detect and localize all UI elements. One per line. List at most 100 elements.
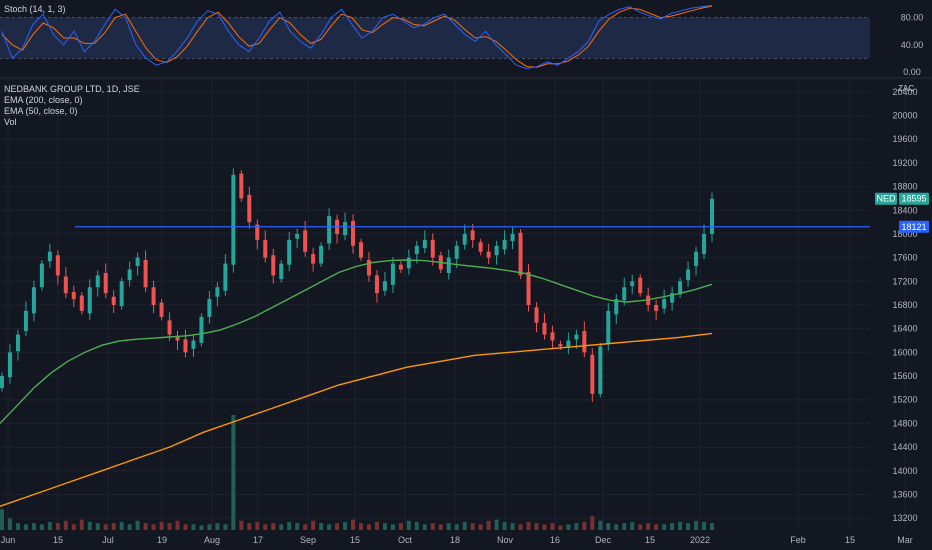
volume-bar <box>630 522 634 530</box>
candle-body <box>630 281 634 286</box>
volume-bar <box>88 522 92 530</box>
y-tick-label: 14000 <box>892 466 917 476</box>
candle-body <box>503 240 507 249</box>
candle-body <box>495 246 499 255</box>
stoch-tick-label: 80.00 <box>901 13 924 23</box>
y-tick-label: 13600 <box>892 489 917 499</box>
candle-body <box>96 275 100 287</box>
y-tick-label: 16000 <box>892 347 917 357</box>
candle-body <box>239 174 243 199</box>
volume-bar <box>223 524 227 530</box>
volume-bar <box>487 521 491 530</box>
volume-bar <box>463 522 467 530</box>
volume-bar <box>311 521 315 530</box>
volume-bar <box>654 524 658 530</box>
candle-body <box>638 278 642 293</box>
candle-body <box>447 258 451 273</box>
candle-body <box>574 335 578 340</box>
candle-body <box>303 230 307 251</box>
stoch-tick-label: 0.00 <box>903 67 921 77</box>
volume-bar <box>646 523 650 530</box>
candle-body <box>367 260 371 275</box>
volume-bar <box>455 524 459 530</box>
volume-bar <box>136 521 140 530</box>
volume-bar <box>152 524 156 530</box>
volume-bar <box>128 524 132 530</box>
volume-bar <box>191 524 195 530</box>
candle-body <box>327 216 331 243</box>
volume-bar <box>263 524 267 530</box>
volume-bar <box>56 523 60 530</box>
candle-body <box>207 299 211 317</box>
volume-bar <box>702 522 706 530</box>
volume-bar <box>566 524 570 530</box>
volume-bar <box>32 523 36 530</box>
candle-body <box>662 299 666 308</box>
volume-bar <box>0 509 4 530</box>
candle-body <box>415 246 419 254</box>
indicator-vol: Vol <box>4 117 140 128</box>
x-tick-label: Oct <box>398 535 413 545</box>
volume-bar <box>542 524 546 530</box>
candle-body <box>40 264 44 288</box>
currency-label: ZAC <box>898 84 914 93</box>
volume-bar <box>383 523 387 530</box>
candle-body <box>606 311 610 344</box>
candle-body <box>199 317 203 343</box>
x-tick-label: Dec <box>595 535 612 545</box>
candle-body <box>654 305 658 311</box>
candle-body <box>702 234 706 254</box>
y-tick-label: 20000 <box>892 111 917 121</box>
x-tick-label: 15 <box>350 535 360 545</box>
volume-bar <box>255 522 259 530</box>
candle-body <box>311 254 315 263</box>
candle-body <box>686 269 690 280</box>
candle-body <box>399 265 403 270</box>
y-tick-label: 14800 <box>892 418 917 428</box>
x-tick-label: 2022 <box>690 535 710 545</box>
x-tick-label: Mar <box>897 535 913 545</box>
volume-bar <box>48 522 52 530</box>
volume-bar <box>439 524 443 530</box>
candle-body <box>295 234 299 239</box>
volume-bar <box>319 523 323 530</box>
x-tick-label: Feb <box>790 535 806 545</box>
volume-bar <box>120 522 124 530</box>
candle-body <box>359 242 363 257</box>
x-tick-label: 15 <box>845 535 855 545</box>
candle-body <box>550 332 554 340</box>
y-tick-label: 16800 <box>892 300 917 310</box>
x-tick-label: Aug <box>204 535 220 545</box>
volume-bar <box>160 522 164 530</box>
candle-body <box>582 331 586 352</box>
candle-body <box>710 199 714 234</box>
candle-body <box>168 320 172 334</box>
candle-body <box>0 376 4 388</box>
candle-body <box>279 264 283 279</box>
volume-bar <box>287 522 291 530</box>
volume-bar <box>295 523 299 530</box>
candle-body <box>463 234 467 245</box>
volume-bar <box>375 522 379 530</box>
x-tick-label: Nov <box>497 535 514 545</box>
candle-body <box>223 264 227 291</box>
volume-bar <box>479 524 483 530</box>
x-tick-label: 16 <box>550 535 560 545</box>
y-tick-label: 19200 <box>892 158 917 168</box>
volume-bar <box>207 524 211 530</box>
volume-bar <box>399 523 403 530</box>
volume-bar <box>495 520 499 530</box>
y-tick-label: 16400 <box>892 324 917 334</box>
x-tick-label: 18 <box>450 535 460 545</box>
candle-body <box>231 175 235 265</box>
volume-bar <box>662 524 666 530</box>
volume-bar <box>638 524 642 530</box>
volume-bar <box>590 516 594 530</box>
volume-bar <box>407 521 411 530</box>
candle-body <box>144 260 148 287</box>
candle-body <box>271 255 275 275</box>
volume-bar <box>16 523 20 530</box>
x-tick-label: 17 <box>253 535 263 545</box>
candle-body <box>351 221 355 246</box>
